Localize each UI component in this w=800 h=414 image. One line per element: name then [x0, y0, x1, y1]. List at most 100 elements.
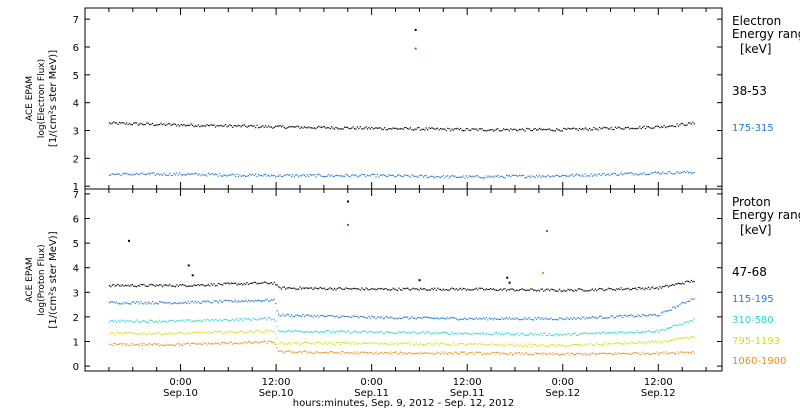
data-point — [460, 318, 462, 321]
data-point — [415, 288, 417, 290]
data-point — [169, 331, 171, 334]
data-point — [643, 314, 645, 316]
data-point — [348, 175, 350, 177]
data-point — [404, 288, 406, 290]
data-point — [204, 342, 207, 345]
data-point — [300, 352, 303, 354]
data-point — [578, 317, 581, 320]
data-point — [619, 314, 621, 317]
data-point — [683, 351, 685, 353]
data-point — [650, 331, 652, 333]
data-point — [491, 333, 493, 335]
data-point — [222, 332, 224, 334]
data-point — [429, 289, 432, 291]
data-point — [462, 343, 465, 345]
data-point — [574, 344, 576, 346]
data-point — [468, 352, 470, 354]
data-point — [455, 344, 457, 347]
data-point — [356, 288, 359, 290]
data-point — [368, 127, 370, 129]
data-point — [111, 122, 113, 124]
data-point — [690, 298, 692, 300]
data-point — [525, 289, 528, 292]
data-point — [553, 175, 555, 178]
data-point — [687, 122, 690, 124]
data-point — [425, 343, 427, 346]
data-point — [554, 290, 556, 292]
y-tick-label: 1 — [73, 182, 79, 193]
data-point — [620, 332, 622, 334]
data-point — [533, 334, 535, 336]
data-point — [361, 287, 363, 289]
data-point — [381, 316, 383, 318]
data-point — [498, 289, 500, 291]
data-point — [606, 127, 608, 129]
data-point — [604, 333, 606, 335]
data-point — [544, 317, 546, 319]
data-point — [546, 175, 548, 177]
data-point — [664, 310, 667, 312]
data-point — [217, 175, 220, 177]
data-point — [259, 126, 261, 128]
data-point — [584, 290, 586, 292]
data-point — [614, 331, 617, 334]
data-point — [439, 176, 442, 179]
data-point — [310, 174, 313, 176]
data-point — [402, 128, 404, 130]
data-point — [111, 345, 113, 347]
data-point — [477, 344, 479, 346]
data-point — [247, 125, 250, 127]
data-point — [394, 176, 396, 178]
data-point — [478, 317, 480, 320]
y-tick-label: 0 — [73, 362, 79, 373]
data-point — [265, 281, 267, 283]
data-point — [607, 332, 609, 334]
legend-entry: 795-1193 — [732, 336, 780, 347]
data-point — [596, 342, 598, 344]
data-point — [472, 332, 475, 334]
data-point — [503, 352, 505, 355]
data-point — [411, 174, 413, 176]
data-point — [341, 341, 343, 344]
data-point — [352, 315, 354, 317]
data-point — [147, 172, 149, 174]
data-point — [196, 331, 198, 334]
data-point — [176, 333, 178, 335]
data-point — [507, 175, 509, 177]
data-point — [150, 319, 152, 321]
data-point — [236, 318, 238, 320]
data-point — [492, 288, 495, 290]
data-point — [181, 302, 184, 305]
data-point — [259, 283, 261, 285]
data-point — [110, 286, 112, 288]
data-point — [490, 353, 492, 355]
data-point — [312, 332, 314, 334]
data-point — [553, 289, 555, 291]
data-point — [689, 351, 691, 353]
data-point — [431, 352, 433, 354]
data-point — [212, 343, 214, 345]
data-point — [503, 288, 505, 290]
data-point — [296, 351, 298, 354]
data-point — [200, 302, 202, 304]
data-point — [186, 302, 188, 305]
data-point — [455, 318, 457, 320]
data-point — [161, 174, 164, 176]
data-point — [227, 343, 230, 345]
data-point — [458, 332, 460, 334]
data-point — [419, 174, 422, 176]
data-point — [626, 332, 628, 334]
data-point — [249, 341, 251, 343]
data-point — [303, 174, 306, 176]
data-point — [146, 285, 148, 287]
data-point — [349, 128, 351, 130]
data-point — [295, 126, 297, 128]
data-point — [475, 317, 477, 319]
data-point — [527, 345, 529, 347]
data-point — [288, 287, 290, 289]
data-point — [147, 285, 149, 287]
data-point — [503, 176, 505, 178]
data-point — [478, 128, 480, 130]
data-point — [342, 128, 344, 130]
data-point — [626, 288, 628, 290]
